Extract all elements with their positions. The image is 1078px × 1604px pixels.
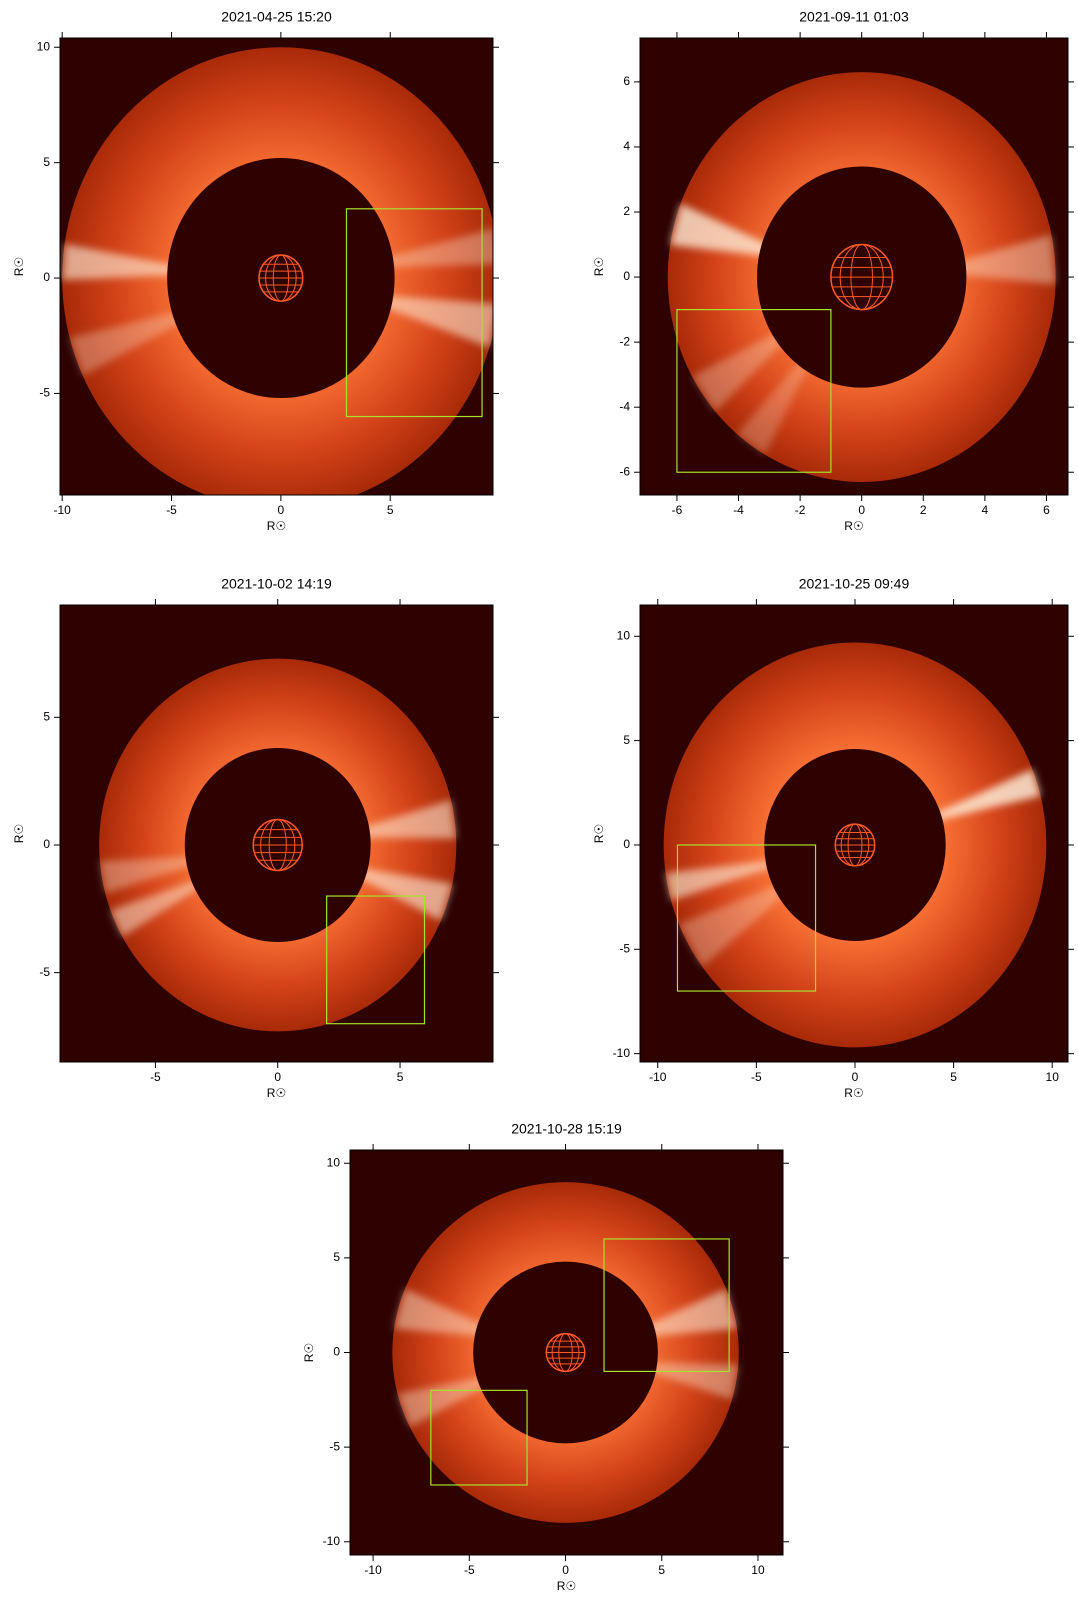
x-tick-label: 10 xyxy=(1046,1070,1060,1084)
panel: 2021-10-25 09:49 -10 -5 0 5 10 -10 -5 0 5 10 R☉ R☉ xyxy=(592,576,1074,1100)
x-tick-label: -10 xyxy=(649,1070,667,1084)
x-tick-label: 5 xyxy=(658,1563,665,1577)
y-tick-label: 0 xyxy=(43,837,50,851)
y-tick-label: 5 xyxy=(333,1250,340,1264)
x-tick-label: 4 xyxy=(982,503,989,517)
y-tick-label: -5 xyxy=(39,386,50,400)
y-tick-label: -2 xyxy=(619,334,630,348)
x-axis-label: R☉ xyxy=(557,1579,576,1593)
y-tick-label: 0 xyxy=(333,1345,340,1359)
y-tick-label: 10 xyxy=(617,628,631,642)
x-axis-label: R☉ xyxy=(267,1086,286,1100)
y-tick-label: 10 xyxy=(37,39,51,53)
x-tick-label: 0 xyxy=(858,503,865,517)
y-tick-label: -5 xyxy=(619,941,630,955)
x-tick-label: -10 xyxy=(364,1563,382,1577)
y-tick-label: 4 xyxy=(623,139,630,153)
image xyxy=(640,38,1068,495)
y-tick-label: -10 xyxy=(323,1534,341,1548)
x-tick-label: 2 xyxy=(920,503,927,517)
x-tick-label: 5 xyxy=(387,503,394,517)
x-axis-label: R☉ xyxy=(267,519,286,533)
y-tick-label: 0 xyxy=(623,269,630,283)
x-tick-label: -5 xyxy=(464,1563,475,1577)
y-tick-label: 5 xyxy=(43,710,50,724)
x-tick-label: 5 xyxy=(950,1070,957,1084)
x-tick-label: -5 xyxy=(751,1070,762,1084)
panel-title: 2021-09-11 01:03 xyxy=(799,9,909,25)
x-tick-label: 0 xyxy=(562,1563,569,1577)
image xyxy=(60,605,493,1062)
x-axis-label: R☉ xyxy=(844,519,863,533)
panel-title: 2021-10-28 15:19 xyxy=(511,1121,622,1137)
y-tick-label: 2 xyxy=(623,204,630,218)
y-axis-label: R☉ xyxy=(12,824,26,843)
y-tick-label: -6 xyxy=(619,464,630,478)
panel-title: 2021-04-25 15:20 xyxy=(221,9,332,25)
x-tick-label: 0 xyxy=(278,503,285,517)
x-tick-label: 5 xyxy=(397,1070,404,1084)
x-tick-label: -10 xyxy=(54,503,72,517)
y-axis-label: R☉ xyxy=(302,1343,316,1362)
y-tick-label: -5 xyxy=(39,965,50,979)
x-tick-label: 6 xyxy=(1043,503,1050,517)
y-axis-label: R☉ xyxy=(12,257,26,276)
page: {"chart_data": [ {"type": "image", "titl… xyxy=(0,0,1078,1604)
panel-title: 2021-10-25 09:49 xyxy=(799,576,910,592)
panel: 2021-04-25 15:20 -10 -5 0 5 -5 0 5 10 R☉ R☉ xyxy=(12,9,499,533)
y-tick-label: -5 xyxy=(329,1439,340,1453)
figure: 2021-04-25 15:20-10-505-50510R☉R☉2021-09… xyxy=(0,0,1078,1604)
panel: 2021-10-28 15:19 -10 -5 0 5 10 -10 -5 0 5 10 R☉ R☉ xyxy=(302,1121,789,1593)
image xyxy=(350,1150,783,1555)
x-tick-label: 0 xyxy=(274,1070,281,1084)
x-tick-label: -2 xyxy=(795,503,806,517)
y-tick-label: 0 xyxy=(43,270,50,284)
y-axis-label: R☉ xyxy=(592,824,606,843)
y-tick-label: -4 xyxy=(619,399,630,413)
y-tick-label: 5 xyxy=(623,733,630,747)
y-axis-label: R☉ xyxy=(592,257,606,276)
x-tick-label: 0 xyxy=(852,1070,859,1084)
y-tick-label: 5 xyxy=(43,155,50,169)
x-tick-label: -5 xyxy=(166,503,177,517)
y-tick-label: -10 xyxy=(613,1046,631,1060)
image xyxy=(640,605,1068,1062)
y-tick-label: 6 xyxy=(623,74,630,88)
x-tick-label: -6 xyxy=(672,503,683,517)
y-tick-label: 0 xyxy=(623,837,630,851)
x-tick-label: -4 xyxy=(733,503,744,517)
y-tick-label: 10 xyxy=(327,1155,341,1169)
x-tick-label: 10 xyxy=(751,1563,765,1577)
x-tick-label: -5 xyxy=(150,1070,161,1084)
image xyxy=(60,38,500,509)
panel: 2021-10-02 14:19 -5 0 5 -5 0 5 R☉ R☉ xyxy=(12,576,499,1100)
panel-title: 2021-10-02 14:19 xyxy=(221,576,332,592)
panel: 2021-09-11 01:03 -6 -4 -2 0 2 4 6 -6 -4 -2 0 2 4 6 R☉ R☉ xyxy=(592,9,1074,533)
x-axis-label: R☉ xyxy=(844,1086,863,1100)
